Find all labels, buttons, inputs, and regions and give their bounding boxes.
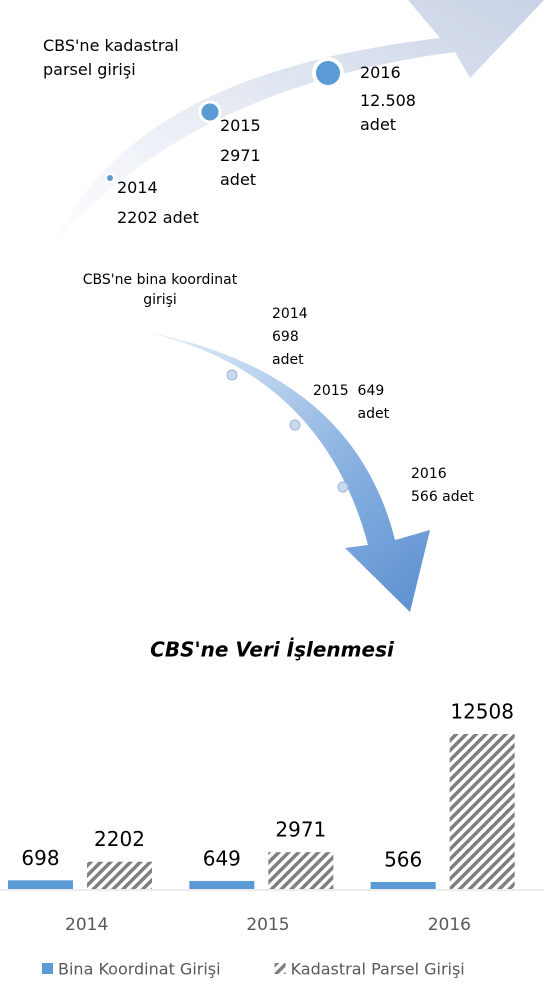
data-label: 566 — [384, 847, 422, 871]
amount: 566 adet — [411, 486, 501, 509]
dot — [290, 420, 300, 430]
page: CBS'ne Veri İşlenmesi 2014 698 2202 2015 649… — [0, 0, 544, 985]
dot — [338, 482, 348, 492]
year: 2015 — [220, 114, 270, 138]
legend-swatch — [275, 963, 286, 974]
data-label: 649 — [203, 846, 241, 870]
x-tick-label: 2015 — [246, 915, 289, 935]
data-label: 2971 — [275, 818, 326, 842]
data-label: 698 — [21, 846, 59, 870]
legend-swatch — [42, 963, 53, 974]
point: 2014 2202 adet — [117, 176, 227, 230]
data-label: 12508 — [450, 700, 514, 724]
label: CBS'ne bina koordinat girişi — [80, 271, 240, 310]
year: 2014 — [117, 176, 227, 200]
x-tick-label: 2014 — [65, 915, 108, 935]
bar — [268, 852, 333, 889]
arrow-building — [70, 322, 430, 612]
chart-title: CBS'ne Veri İşlenmesi — [150, 638, 395, 662]
bar — [189, 881, 254, 889]
dot — [106, 174, 114, 182]
label: CBS'ne kadastral parsel girişi — [43, 34, 213, 82]
amount: 649 adet — [358, 380, 396, 426]
dot — [227, 370, 237, 380]
legend-label: Kadastral Parsel Girişi — [291, 960, 465, 979]
point: 2016 12.508 adet — [360, 61, 424, 137]
bar — [450, 734, 515, 889]
legend-label: Bina Koordinat Girişi — [58, 960, 221, 979]
bar — [371, 882, 436, 889]
amount: 2202 adet — [117, 206, 227, 230]
x-tick-label: 2016 — [428, 915, 471, 935]
year: 2016 — [360, 61, 424, 85]
amount: 2971 adet — [220, 144, 270, 192]
point: 2015 649 adet — [313, 380, 413, 426]
amount: 698 adet — [272, 326, 314, 372]
amount: 12.508 adet — [360, 89, 424, 137]
year: 2014 — [272, 303, 314, 326]
year: 2015 — [313, 383, 349, 399]
year: 2016 — [411, 463, 501, 486]
bar — [8, 880, 73, 889]
bar — [87, 862, 152, 889]
dot — [200, 102, 220, 122]
point: 2015 2971 adet — [220, 114, 270, 192]
dot — [314, 59, 342, 87]
data-label: 2202 — [94, 827, 145, 851]
